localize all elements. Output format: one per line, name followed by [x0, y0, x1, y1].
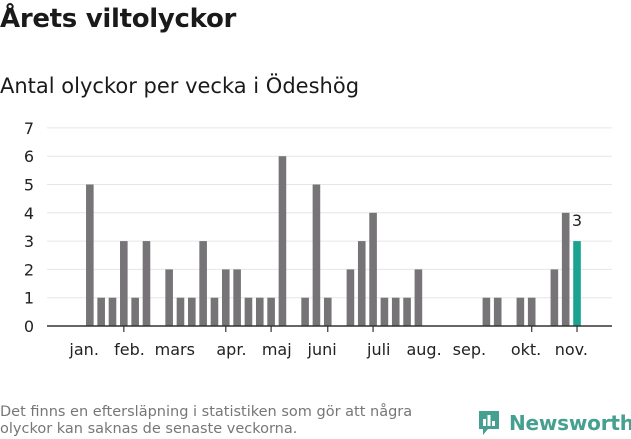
bar-week-12 [199, 241, 207, 326]
footnote: Det finns en eftersläpning i statistiken… [0, 404, 413, 437]
bar-week-28 [380, 297, 389, 326]
bar-week-29 [391, 297, 400, 326]
bar-week-10 [176, 297, 185, 326]
bar-week-14 [221, 269, 230, 326]
bar-week-38 [493, 297, 502, 326]
bar-week-40 [516, 297, 525, 326]
bar-week-6 [131, 297, 139, 326]
bar-week-27 [369, 212, 377, 326]
bar-week-17 [255, 297, 264, 326]
x-tick-label-aug: aug. [406, 340, 441, 359]
bar-week-43 [550, 269, 559, 326]
brand-name: Newsworthy [509, 411, 631, 435]
y-tick-label-2: 2 [24, 260, 34, 279]
x-tick-label-nov: nov. [555, 340, 588, 359]
x-tick-label-okt: okt. [511, 340, 541, 359]
x-tick-label-mars: mars [155, 340, 195, 359]
bar-week-9 [165, 269, 173, 326]
bar-week-31 [414, 269, 423, 326]
y-tick-label-7: 7 [24, 119, 34, 138]
bar-week-23 [323, 297, 332, 326]
y-tick-label-0: 0 [24, 317, 34, 336]
bar-week-41 [527, 297, 536, 326]
x-tick-label-juli: juli [366, 340, 390, 359]
x-tick-label-maj: maj [262, 340, 292, 359]
bar-week-44 [561, 212, 570, 326]
bar-week-2 [86, 184, 94, 326]
bar-week-11 [188, 297, 196, 326]
bar-week-5 [120, 241, 128, 326]
bar-week-30 [403, 297, 411, 326]
brand-logo[interactable]: Newsworthy [477, 409, 631, 437]
bar-week-18 [267, 297, 275, 326]
y-tick-label-4: 4 [24, 204, 34, 223]
bar-week-3 [97, 297, 105, 326]
x-tick-label-feb: feb. [114, 340, 145, 359]
bar-week-13 [210, 297, 219, 326]
bar-week-21 [301, 297, 309, 326]
bar-week-4 [108, 297, 117, 326]
bar-week-25 [346, 269, 355, 326]
x-tick-label-apr: apr. [216, 340, 246, 359]
bar-week-19 [278, 156, 287, 326]
bar-week-15 [233, 269, 241, 326]
x-tick-label-sep: sep. [453, 340, 486, 359]
bar-week-22 [312, 184, 321, 326]
y-tick-label-5: 5 [24, 176, 34, 195]
x-tick-label-juni: juni [307, 340, 337, 359]
y-tick-label-1: 1 [24, 289, 34, 308]
bar-week-45 [573, 241, 581, 326]
x-tick-label-jan: jan. [68, 340, 98, 359]
bar-week-7 [142, 241, 151, 326]
data-label-highlight: 3 [572, 211, 582, 230]
chart-subtitle: Antal olyckor per vecka i Ödeshög [0, 74, 360, 98]
y-tick-label-3: 3 [24, 232, 34, 251]
chart-title: Årets viltolyckor [0, 4, 237, 34]
bar-week-26 [357, 241, 366, 326]
bar-week-37 [482, 297, 491, 326]
y-tick-label-6: 6 [24, 147, 34, 166]
bar-week-16 [244, 297, 253, 326]
newsworthy-logo-icon [479, 411, 499, 435]
